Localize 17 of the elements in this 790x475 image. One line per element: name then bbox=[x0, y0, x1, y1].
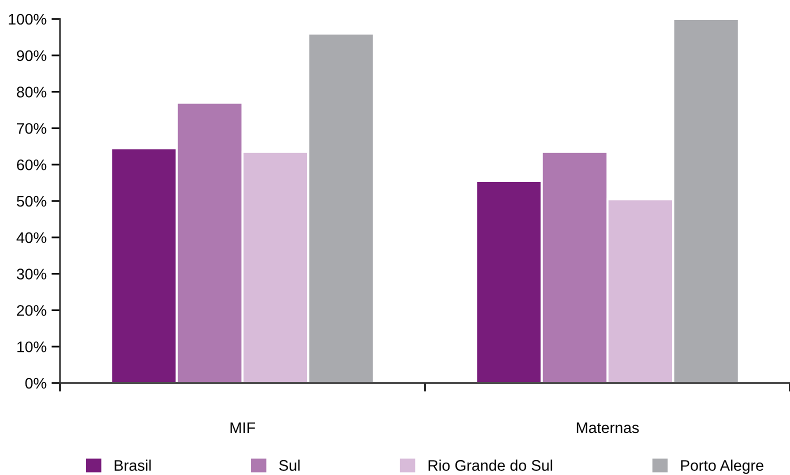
y-tick-label: 20% bbox=[16, 305, 46, 316]
legend-label: Brasil bbox=[114, 460, 151, 471]
y-tick-label: 70% bbox=[17, 123, 46, 134]
y-tick-label: 0% bbox=[25, 378, 46, 389]
y-tick-label: 50% bbox=[16, 196, 46, 207]
y-tick-label: 30% bbox=[16, 268, 46, 280]
y-tick-label: 40% bbox=[16, 232, 46, 244]
legend-label: Rio Grande do Sul bbox=[428, 460, 552, 471]
y-tick-label: 90% bbox=[16, 50, 46, 62]
y-tick-label: 100% bbox=[8, 14, 46, 25]
y-tick-label: 80% bbox=[16, 86, 46, 98]
legend-label: Sul bbox=[279, 460, 300, 471]
legend-label: Porto Alegre bbox=[681, 460, 764, 474]
x-tick-label: Maternas bbox=[576, 422, 639, 434]
x-tick-label: MIF bbox=[230, 422, 256, 433]
y-tick-label: 10% bbox=[17, 341, 46, 352]
y-tick-label: 60% bbox=[17, 159, 46, 170]
